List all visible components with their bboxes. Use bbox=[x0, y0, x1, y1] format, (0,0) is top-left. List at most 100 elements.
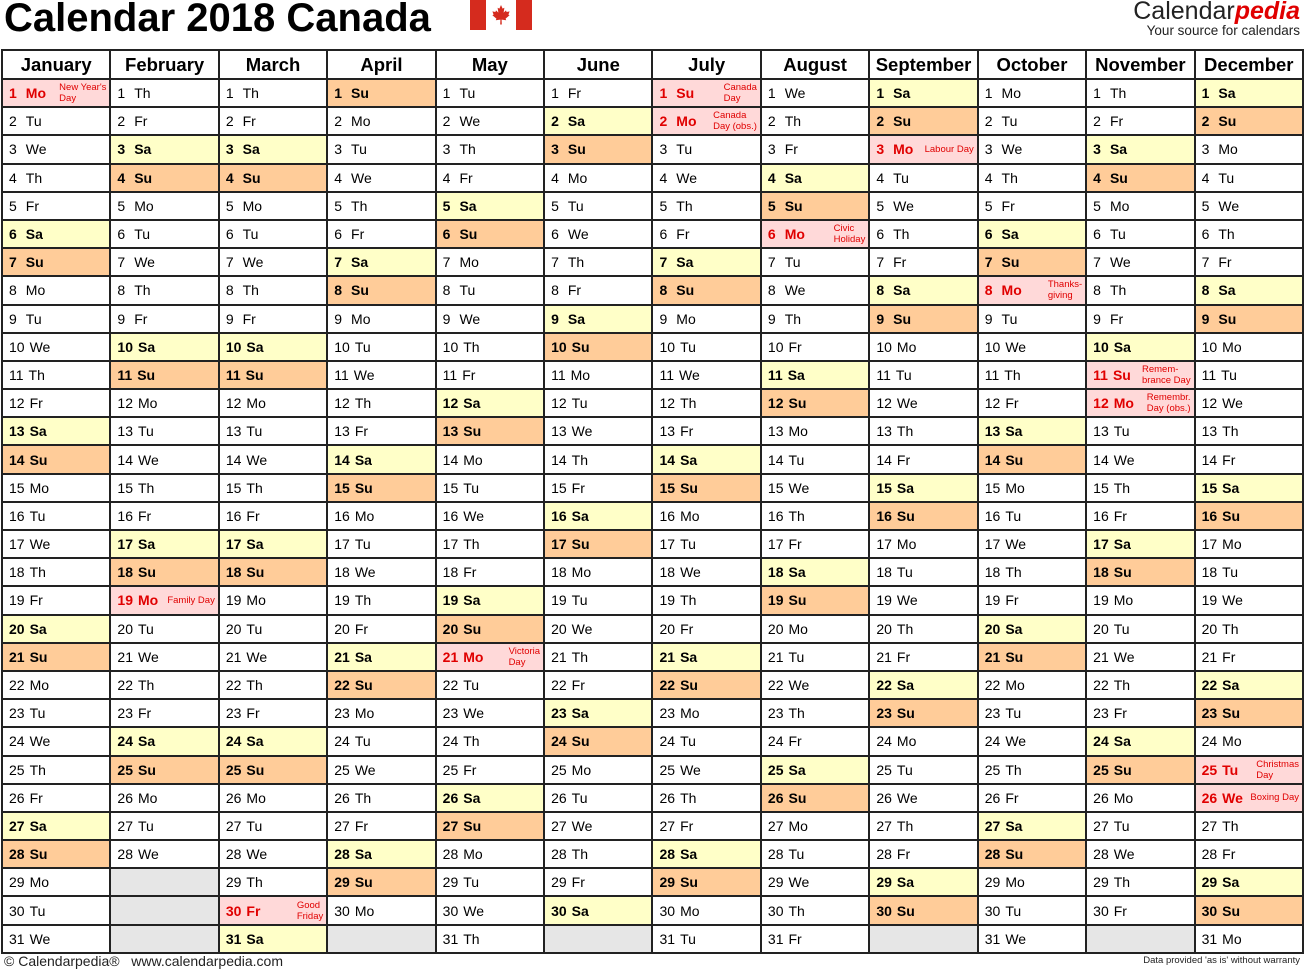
weekday-abbr: Mo bbox=[1222, 536, 1242, 553]
day-cell-september-13: 13 Th bbox=[870, 418, 979, 447]
weekday-abbr: Su bbox=[463, 817, 482, 834]
weekday-abbr: Sa bbox=[1218, 85, 1236, 102]
day-number: 3 bbox=[551, 141, 559, 158]
weekday-abbr: We bbox=[353, 366, 375, 383]
day-number: 24 bbox=[551, 733, 567, 750]
day-number: 28 bbox=[984, 846, 1001, 863]
day-cell-june-15: 15 Fr bbox=[545, 474, 654, 503]
day-cell-january-24: 24 We bbox=[3, 728, 112, 757]
page-title: Calendar 2018 Canada bbox=[4, 0, 431, 40]
weekday-abbr: Su bbox=[242, 169, 261, 186]
day-number: 20 bbox=[225, 620, 242, 637]
day-number: 12 bbox=[1201, 395, 1218, 412]
day-cell-march-2: 2 Fr bbox=[219, 108, 329, 137]
day-number: 23 bbox=[1093, 705, 1109, 722]
day-number: 29 bbox=[1201, 874, 1218, 891]
day-cell-july-17: 17 Tu bbox=[653, 531, 762, 560]
day-cell-may-10: 10 Th bbox=[436, 333, 546, 362]
weekday-abbr: Sa bbox=[354, 648, 372, 665]
day-cell-january-16: 16 Tu bbox=[3, 502, 112, 531]
day-number: 1 bbox=[984, 85, 993, 102]
day-cell-november-8: 8 Th bbox=[1087, 277, 1196, 306]
day-number: 11 bbox=[876, 366, 891, 383]
weekday-abbr: Mo bbox=[896, 536, 917, 553]
day-cell-may-16: 16 We bbox=[436, 502, 546, 531]
day-number: 22 bbox=[984, 677, 1001, 694]
weekday-abbr: We bbox=[1005, 338, 1027, 355]
weekday-abbr: Mo bbox=[246, 592, 266, 609]
weekday-abbr: Th bbox=[1005, 761, 1022, 778]
weekday-abbr: Tu bbox=[1218, 169, 1235, 186]
weekday-abbr: Mo bbox=[354, 705, 375, 722]
day-number: 2 bbox=[551, 113, 559, 130]
weekday-abbr: Fr bbox=[1222, 648, 1236, 665]
day-number: 30 bbox=[334, 902, 350, 919]
weekday-abbr: We bbox=[784, 282, 806, 299]
weekday-abbr: Sa bbox=[463, 789, 481, 806]
day-number: 23 bbox=[1201, 705, 1218, 722]
day-cell-may-17: 17 Th bbox=[436, 531, 546, 560]
weekday-abbr: We bbox=[896, 395, 918, 412]
empty-cell bbox=[328, 925, 437, 954]
day-cell-april-6: 6 Fr bbox=[328, 220, 437, 250]
day-cell-march-29: 29 Th bbox=[219, 869, 329, 898]
weekday-abbr: We bbox=[1222, 395, 1243, 412]
day-cell-august-23: 23 Th bbox=[761, 700, 871, 729]
day-number: 28 bbox=[1093, 846, 1109, 863]
day-number: 18 bbox=[767, 564, 784, 581]
day-cell-october-26: 26 Fr bbox=[978, 784, 1088, 813]
day-number: 20 bbox=[659, 620, 676, 637]
weekday-abbr: Fr bbox=[571, 677, 585, 694]
day-cell-april-16: 16 Mo bbox=[328, 502, 437, 531]
weekday-abbr: Mo bbox=[570, 366, 591, 383]
day-number: 28 bbox=[334, 846, 350, 863]
day-number: 20 bbox=[551, 620, 567, 637]
weekday-abbr: Su bbox=[896, 507, 915, 524]
day-number: 12 bbox=[334, 395, 350, 412]
day-cell-september-26: 26 We bbox=[870, 784, 979, 813]
day-cell-september-29: 29 Sa bbox=[870, 869, 979, 898]
day-number: 8 bbox=[442, 282, 451, 299]
weekday-abbr: Sa bbox=[246, 338, 264, 355]
day-cell-september-23: 23 Su bbox=[870, 700, 979, 729]
day-number: 27 bbox=[876, 817, 892, 834]
day-cell-july-3: 3 Tu bbox=[653, 136, 762, 165]
day-cell-september-11: 11 Tu bbox=[870, 361, 979, 391]
day-cell-august-28: 28 Tu bbox=[761, 841, 871, 870]
weekday-abbr: Sa bbox=[1218, 282, 1236, 299]
weekday-abbr: Fr bbox=[137, 507, 152, 524]
day-cell-february-20: 20 Tu bbox=[111, 615, 220, 644]
day-cell-august-27: 27 Mo bbox=[761, 812, 871, 842]
day-cell-january-4: 4 Th bbox=[3, 164, 112, 193]
day-cell-may-6: 6 Su bbox=[436, 220, 546, 250]
weekday-abbr: Th bbox=[896, 423, 914, 440]
day-number: 8 bbox=[9, 282, 17, 299]
day-cell-october-28: 28 Su bbox=[978, 841, 1088, 870]
weekday-abbr: Fr bbox=[1001, 197, 1015, 214]
day-number: 12 bbox=[984, 395, 1001, 412]
day-number: 15 bbox=[225, 479, 242, 496]
day-number: 2 bbox=[225, 113, 234, 130]
day-cell-december-11: 11 Tu bbox=[1195, 361, 1304, 391]
day-number: 18 bbox=[117, 564, 133, 581]
weekday-abbr: Mo bbox=[784, 226, 805, 243]
day-cell-october-20: 20 Sa bbox=[978, 615, 1088, 644]
day-cell-may-24: 24 Th bbox=[436, 728, 546, 757]
empty-cell bbox=[111, 897, 220, 926]
day-cell-january-13: 13 Sa bbox=[3, 418, 112, 447]
day-cell-january-22: 22 Mo bbox=[3, 671, 112, 701]
weekday-abbr: Mo bbox=[134, 197, 154, 214]
day-cell-may-15: 15 Tu bbox=[436, 474, 546, 503]
day-number: 25 bbox=[984, 761, 1001, 778]
day-cell-april-12: 12 Th bbox=[328, 390, 437, 419]
calendarpedia-logo[interactable]: Calendarpedia Your source for calendars bbox=[1133, 0, 1300, 38]
weekday-abbr: We bbox=[29, 930, 51, 947]
day-cell-june-12: 12 Tu bbox=[545, 390, 654, 419]
day-cell-january-2: 2 Tu bbox=[3, 108, 112, 137]
weekday-abbr: Mo bbox=[354, 902, 375, 919]
day-number: 14 bbox=[984, 451, 1001, 468]
day-cell-august-1: 1 We bbox=[761, 80, 871, 109]
weekday-abbr: Fr bbox=[1113, 705, 1127, 722]
day-number: 25 bbox=[442, 761, 459, 778]
holiday-name: Civic Holiday bbox=[833, 223, 866, 246]
